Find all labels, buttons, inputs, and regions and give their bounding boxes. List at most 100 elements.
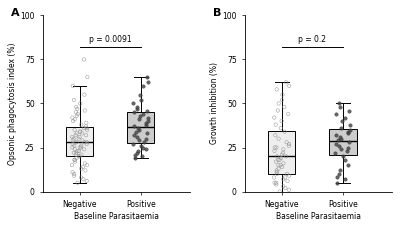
Point xyxy=(140,112,146,116)
Point xyxy=(280,161,287,165)
Point xyxy=(336,102,342,105)
Point xyxy=(84,128,90,132)
Point xyxy=(136,117,142,121)
Point xyxy=(79,139,86,142)
Point xyxy=(130,133,137,137)
Point xyxy=(275,163,282,167)
Point xyxy=(140,146,146,149)
Point xyxy=(80,177,86,181)
Point xyxy=(145,81,152,84)
Point xyxy=(72,117,78,121)
Point xyxy=(280,177,286,181)
Point xyxy=(336,105,343,109)
Point xyxy=(283,81,289,84)
Point xyxy=(340,155,347,158)
Point xyxy=(143,147,150,151)
X-axis label: Baseline Parasitaemia: Baseline Parasitaemia xyxy=(74,212,159,221)
Point xyxy=(283,155,290,158)
Point xyxy=(81,126,87,130)
Point xyxy=(84,142,90,146)
Point xyxy=(284,179,291,183)
Point xyxy=(278,156,284,160)
Point xyxy=(83,121,90,125)
Point xyxy=(286,84,292,88)
PathPatch shape xyxy=(268,131,296,174)
Point xyxy=(74,181,81,185)
Point xyxy=(69,146,76,149)
Point xyxy=(275,158,282,162)
Point xyxy=(271,116,278,119)
Point xyxy=(70,142,76,146)
Point xyxy=(144,109,150,112)
Point xyxy=(77,155,83,158)
Point xyxy=(332,142,339,146)
Point xyxy=(76,137,82,141)
Point xyxy=(341,177,348,181)
Point xyxy=(81,93,88,96)
Point xyxy=(134,126,141,130)
Point xyxy=(272,146,278,149)
Point xyxy=(73,140,80,144)
Point xyxy=(273,146,280,149)
Point xyxy=(338,137,344,141)
Point xyxy=(273,183,280,186)
Point xyxy=(73,156,80,160)
Text: p = 0.2: p = 0.2 xyxy=(298,35,326,44)
Point xyxy=(132,153,138,156)
Point xyxy=(275,167,282,170)
Point xyxy=(70,119,76,123)
Point xyxy=(347,128,354,132)
Point xyxy=(76,149,82,153)
Text: A: A xyxy=(11,8,19,18)
Point xyxy=(84,163,90,167)
Point xyxy=(276,102,282,105)
Point xyxy=(334,181,340,185)
Point xyxy=(78,123,84,126)
Point xyxy=(342,158,349,162)
Point xyxy=(345,130,352,134)
Point xyxy=(74,132,80,135)
Point xyxy=(71,98,77,102)
Point xyxy=(282,130,288,134)
Point xyxy=(279,98,285,102)
Point xyxy=(130,102,136,105)
Point xyxy=(72,147,78,151)
Point xyxy=(272,133,278,137)
Point xyxy=(274,87,280,91)
Point xyxy=(77,130,84,134)
Point xyxy=(83,126,90,130)
Point xyxy=(334,176,340,179)
Point xyxy=(346,109,352,112)
Point xyxy=(274,169,280,172)
Point xyxy=(71,174,77,177)
Point xyxy=(276,158,283,162)
Point xyxy=(139,155,146,158)
Point xyxy=(333,112,339,116)
Point xyxy=(81,58,87,61)
Point xyxy=(81,147,87,151)
Point xyxy=(143,132,150,135)
Point xyxy=(71,158,78,162)
Point xyxy=(72,160,78,164)
Point xyxy=(82,161,88,165)
Point xyxy=(336,172,342,176)
Point xyxy=(71,172,77,176)
Point xyxy=(283,140,290,144)
Point xyxy=(279,153,285,156)
Point xyxy=(286,142,292,146)
Point xyxy=(281,105,288,109)
Point xyxy=(70,137,77,141)
Point xyxy=(280,184,286,188)
Point xyxy=(81,140,88,144)
Point xyxy=(137,93,144,96)
Point xyxy=(70,84,76,88)
Point xyxy=(337,135,343,139)
Point xyxy=(342,116,349,119)
Point xyxy=(278,163,284,167)
Point xyxy=(271,176,277,179)
Y-axis label: Growth inhibition (%): Growth inhibition (%) xyxy=(210,63,220,144)
Point xyxy=(275,137,282,141)
Point xyxy=(338,147,344,151)
Point xyxy=(344,146,351,149)
Point xyxy=(83,125,89,128)
